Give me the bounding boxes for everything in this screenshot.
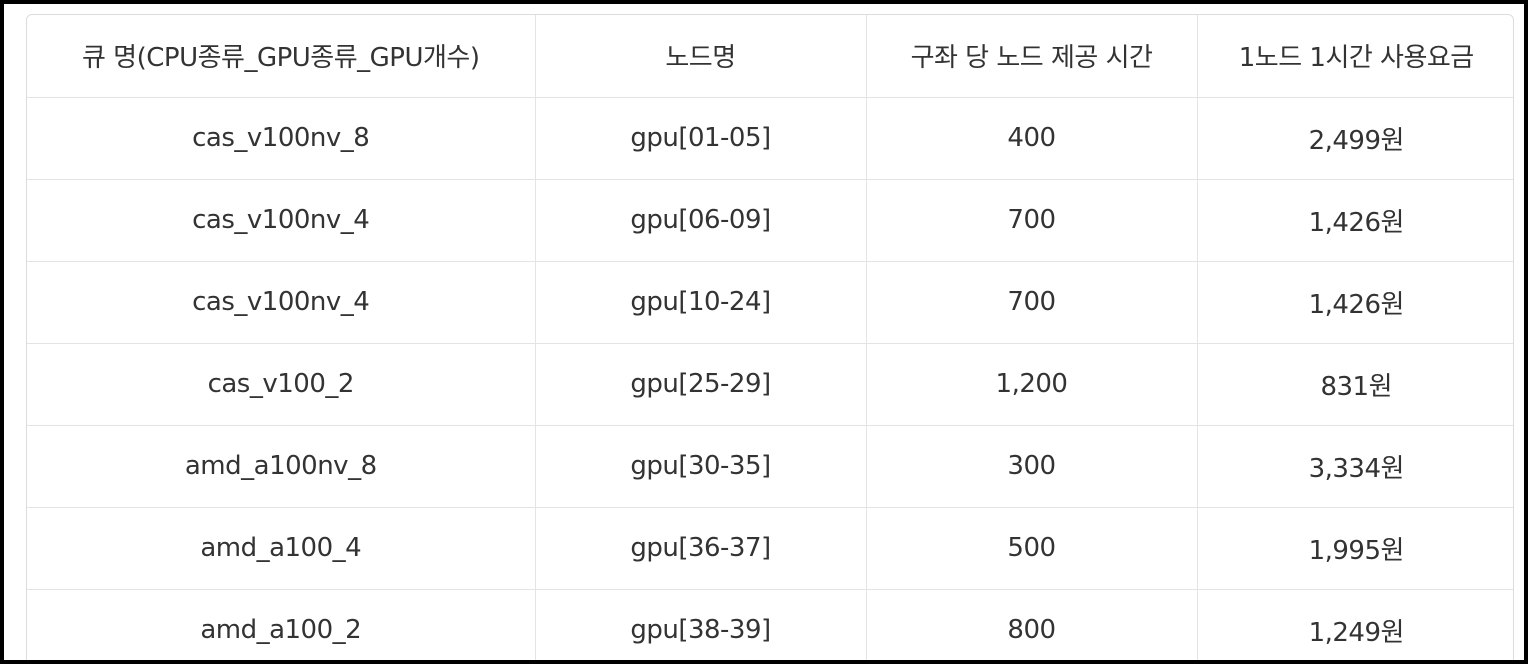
screenshot-frame: 큐 명(CPU종류_GPU종류_GPU개수) 노드명 구좌 당 노드 제공 시간… xyxy=(4,4,1524,660)
cell-hourly-fee: 1,995원 xyxy=(1197,507,1513,590)
cell-node-name: gpu[36-37] xyxy=(535,507,867,590)
header-node-hours-per-unit: 구좌 당 노드 제공 시간 xyxy=(866,15,1198,98)
cell-node-hours: 300 xyxy=(866,425,1198,508)
table-row: amd_a100_4 gpu[36-37] 500 1,995원 xyxy=(27,507,1513,590)
cell-node-name: gpu[01-05] xyxy=(535,97,867,180)
table-row: cas_v100nv_8 gpu[01-05] 400 2,499원 xyxy=(27,97,1513,180)
cell-queue-name: amd_a100_2 xyxy=(27,589,536,660)
table-row: cas_v100nv_4 gpu[06-09] 700 1,426원 xyxy=(27,179,1513,262)
cell-queue-name: amd_a100_4 xyxy=(27,507,536,590)
cell-node-hours: 1,200 xyxy=(866,343,1198,426)
cell-node-name: gpu[10-24] xyxy=(535,261,867,344)
table-header-row: 큐 명(CPU종류_GPU종류_GPU개수) 노드명 구좌 당 노드 제공 시간… xyxy=(27,15,1513,98)
gpu-queue-pricing-table: 큐 명(CPU종류_GPU종류_GPU개수) 노드명 구좌 당 노드 제공 시간… xyxy=(27,15,1513,660)
cell-node-name: gpu[30-35] xyxy=(535,425,867,508)
cell-queue-name: cas_v100nv_4 xyxy=(27,179,536,262)
cell-node-hours: 700 xyxy=(866,261,1198,344)
cell-hourly-fee: 1,426원 xyxy=(1197,261,1513,344)
cell-node-name: gpu[38-39] xyxy=(535,589,867,660)
gpu-queue-table-container: 큐 명(CPU종류_GPU종류_GPU개수) 노드명 구좌 당 노드 제공 시간… xyxy=(26,14,1514,660)
cell-hourly-fee: 1,249원 xyxy=(1197,589,1513,660)
cell-hourly-fee: 3,334원 xyxy=(1197,425,1513,508)
cell-node-name: gpu[06-09] xyxy=(535,179,867,262)
cell-node-name: gpu[25-29] xyxy=(535,343,867,426)
table-row: amd_a100nv_8 gpu[30-35] 300 3,334원 xyxy=(27,425,1513,508)
cell-queue-name: cas_v100nv_4 xyxy=(27,261,536,344)
header-node-name: 노드명 xyxy=(535,15,867,98)
header-hourly-fee: 1노드 1시간 사용요금 xyxy=(1197,15,1513,98)
cell-node-hours: 700 xyxy=(866,179,1198,262)
header-queue-name: 큐 명(CPU종류_GPU종류_GPU개수) xyxy=(27,15,536,98)
table-row: amd_a100_2 gpu[38-39] 800 1,249원 xyxy=(27,589,1513,660)
table-row: cas_v100nv_4 gpu[10-24] 700 1,426원 xyxy=(27,261,1513,344)
cell-hourly-fee: 831원 xyxy=(1197,343,1513,426)
table-row: cas_v100_2 gpu[25-29] 1,200 831원 xyxy=(27,343,1513,426)
cell-hourly-fee: 1,426원 xyxy=(1197,179,1513,262)
cell-queue-name: cas_v100_2 xyxy=(27,343,536,426)
cell-node-hours: 400 xyxy=(866,97,1198,180)
cell-node-hours: 500 xyxy=(866,507,1198,590)
cell-queue-name: cas_v100nv_8 xyxy=(27,97,536,180)
cell-queue-name: amd_a100nv_8 xyxy=(27,425,536,508)
cell-node-hours: 800 xyxy=(866,589,1198,660)
cell-hourly-fee: 2,499원 xyxy=(1197,97,1513,180)
